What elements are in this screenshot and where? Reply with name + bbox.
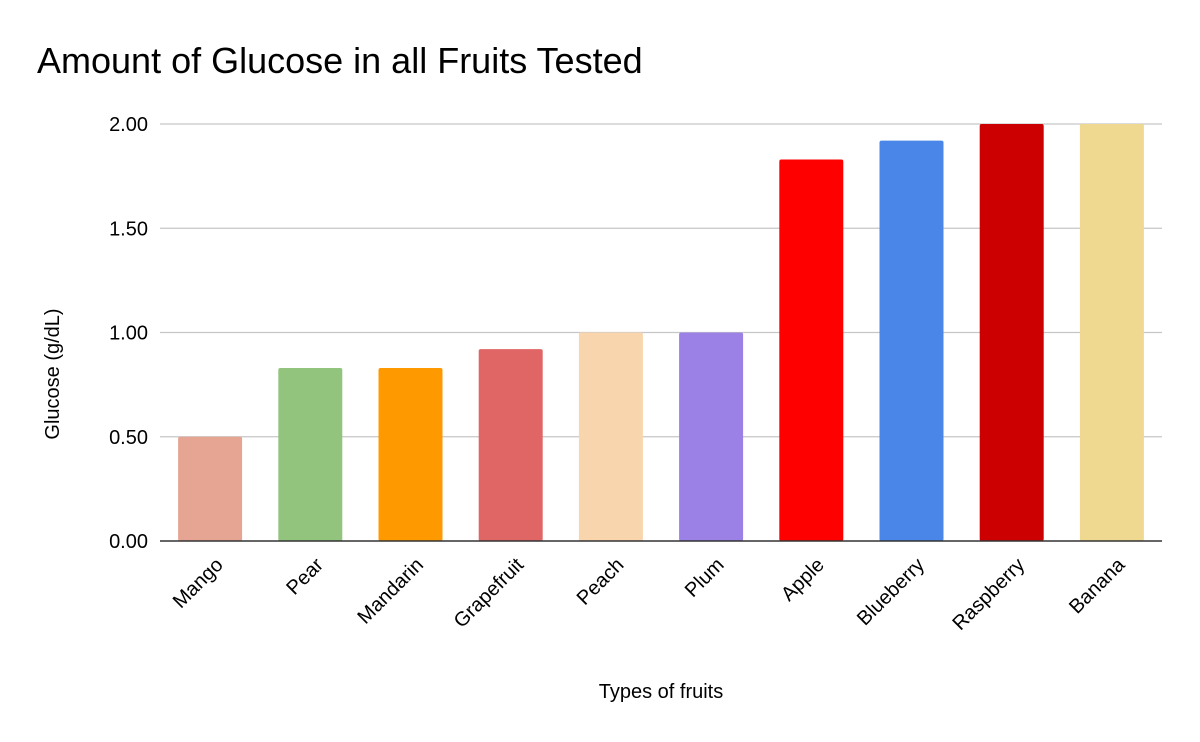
- y-tick-label: 2.00: [109, 114, 148, 136]
- x-tick-label: Peach: [573, 554, 629, 610]
- x-tick-label: Mandarin: [354, 554, 429, 629]
- y-tick-label: 1.50: [109, 218, 148, 240]
- y-tick-label: 0.00: [109, 531, 148, 553]
- y-tick-label: 1.00: [109, 323, 148, 345]
- y-tick-label: 0.50: [109, 427, 148, 449]
- bar-apple: [779, 159, 844, 541]
- x-tick-label: Plum: [681, 554, 729, 602]
- x-tick-label: Raspberry: [948, 554, 1029, 635]
- bar-mango: [178, 436, 243, 541]
- bar-grapefruit: [478, 349, 543, 541]
- x-tick-label: Mango: [169, 554, 228, 613]
- bar-raspberry: [979, 124, 1044, 541]
- chart-title: Amount of Glucose in all Fruits Tested: [37, 40, 643, 81]
- x-tick-label: Apple: [777, 554, 829, 606]
- x-tick-label: Banana: [1065, 553, 1130, 618]
- y-axis-label: Glucose (g/dL): [42, 308, 64, 439]
- x-tick-label: Grapefruit: [450, 554, 529, 633]
- x-tick-label: Blueberry: [853, 554, 929, 630]
- x-tick-label: Pear: [282, 554, 328, 600]
- x-axis-label: Types of fruits: [599, 681, 724, 703]
- bar-banana: [1079, 124, 1144, 541]
- bar-blueberry: [879, 140, 944, 541]
- bar-pear: [278, 367, 343, 541]
- bar-peach: [578, 332, 643, 541]
- bar-plum: [679, 332, 744, 541]
- bar-mandarin: [378, 367, 443, 541]
